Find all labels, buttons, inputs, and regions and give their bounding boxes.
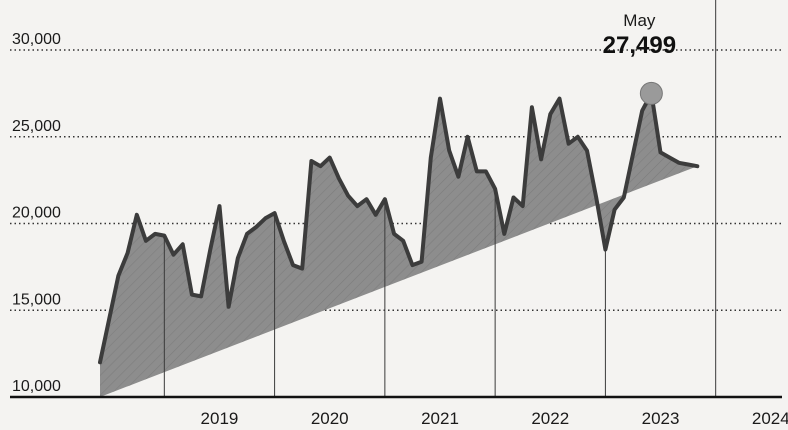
area-series bbox=[98, 0, 717, 398]
highlight-value-label: 27,499 bbox=[603, 32, 676, 59]
labels: 10,000 15,000 20,000 25,000 30,000 2019 2020 20… bbox=[12, 11, 788, 428]
y-tick-label: 15,000 bbox=[12, 291, 61, 308]
x-tick-label: 2021 bbox=[421, 409, 459, 428]
x-tick-label: 2024 bbox=[752, 409, 788, 428]
y-tick-label: 25,000 bbox=[12, 118, 61, 135]
y-tick-label: 20,000 bbox=[12, 205, 61, 222]
x-tick-label: 2022 bbox=[531, 409, 569, 428]
highlight-marker bbox=[639, 81, 663, 105]
y-tick-label: 30,000 bbox=[12, 31, 61, 48]
area-hatch bbox=[100, 93, 698, 398]
x-tick-label: 2019 bbox=[201, 409, 239, 428]
y-tick-label: 10,000 bbox=[12, 378, 61, 395]
highlight-month-label: May bbox=[623, 11, 656, 30]
x-tick-label: 2020 bbox=[311, 409, 349, 428]
x-tick-label: 2023 bbox=[642, 409, 680, 428]
series-line bbox=[98, 91, 700, 365]
